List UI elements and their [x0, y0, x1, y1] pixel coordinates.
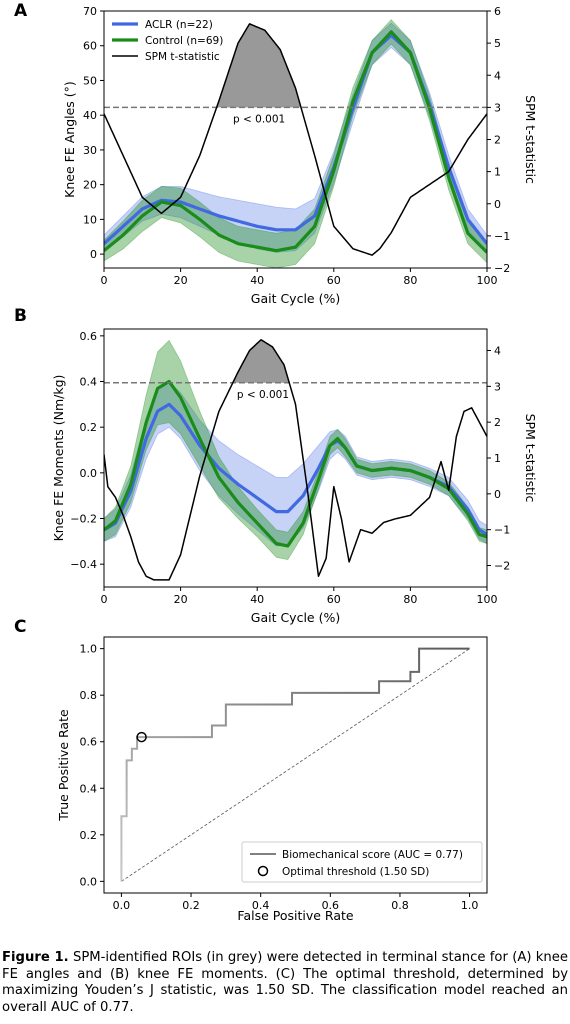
x-tick-label: 40: [250, 274, 264, 287]
y-tick-label: 10: [83, 213, 97, 226]
y-tick-label: 1.0: [80, 643, 98, 656]
spm-roi-area: [216, 23, 301, 108]
x-tick-label: 80: [403, 593, 417, 606]
x-axis-label: Gait Cycle (%): [251, 291, 340, 306]
legend-label: Biomechanical score (AUC = 0.77): [282, 849, 463, 861]
y-tick-label: 0.0: [80, 467, 98, 480]
legend-label: Optimal threshold (1.50 SD): [282, 866, 429, 878]
y-tick-label: 0.2: [80, 421, 98, 434]
x-tick-label: 0.6: [322, 899, 340, 912]
spm-t-line: [104, 339, 487, 581]
y-tick-label: 0.2: [80, 829, 98, 842]
panel-C: 0.0 0.2 0.4 0.6 0.8 1.0 0.0 0.2 0.4 0.6 0.8 1.0 Fals…: [14, 617, 488, 923]
x-tick-label: 0.0: [113, 899, 131, 912]
y-tick-label: 0.6: [80, 736, 98, 749]
y-right-tick-label: 4: [494, 345, 501, 358]
x-tick-label: 60: [327, 593, 341, 606]
panel-letter-A: A: [14, 1, 28, 21]
y-tick-label: 0: [90, 248, 97, 261]
legend-label: Control (n=69): [145, 35, 223, 47]
y-axis-label: Knee FE Angles (°): [62, 81, 77, 198]
plot-area-B: [104, 339, 487, 581]
y-right-tick-label: 2: [494, 416, 501, 429]
legend: ACLR (n=22) Control (n=69) SPM t-statistic: [112, 19, 223, 63]
axes-frame: [103, 636, 488, 894]
y-right-tick-label: −2: [494, 560, 510, 573]
x-tick-label: 80: [403, 274, 417, 287]
y-tick-label: 0.4: [80, 376, 98, 389]
x-tick-label: 0: [101, 274, 108, 287]
legend-label: SPM t-statistic: [145, 51, 220, 63]
spm-roi-area: [233, 339, 289, 383]
optimal-threshold-marker: [136, 731, 147, 743]
p-value-annotation: p < 0.001: [237, 389, 289, 401]
x-tick-label: 0.4: [252, 899, 270, 912]
roc-curve: [120, 647, 470, 882]
spm-t-line: [104, 23, 487, 256]
y-right-tick-label: 3: [494, 380, 501, 393]
y-tick-label: 0.8: [80, 689, 98, 702]
y-tick-label: 70: [83, 5, 97, 18]
y-tick-label: 0.0: [80, 875, 98, 888]
legend-label: ACLR (n=22): [145, 19, 213, 31]
legend: Biomechanical score (AUC = 0.77) Optimal …: [241, 841, 483, 883]
y-tick-label: 30: [83, 144, 97, 157]
figure-caption: Figure 1. SPM-identified ROIs (in grey) …: [2, 950, 568, 1016]
caption-text: SPM-identified ROIs (in grey) were detec…: [2, 950, 568, 1015]
x-tick-label: 100: [477, 593, 498, 606]
y-right-tick-label: 0: [494, 488, 501, 501]
y-tick-label: −0.2: [70, 513, 97, 526]
y-right-tick-label: −1: [494, 230, 510, 243]
legend-swatch: [257, 865, 269, 877]
y-axis-label: Knee FE Moments (Nm/kg): [51, 375, 66, 542]
y-tick-label: −0.4: [70, 558, 97, 571]
sd-band-control: [104, 19, 487, 268]
y-right-tick-label: 4: [494, 69, 501, 82]
y-tick-label: 0.4: [80, 782, 98, 795]
y-right-axis-label: SPM t-statistic: [523, 95, 538, 184]
legend-box: [241, 841, 483, 883]
x-tick-label: 1.0: [461, 899, 479, 912]
x-tick-label: 0.8: [391, 899, 409, 912]
y-right-tick-label: 3: [494, 101, 501, 114]
panel-letter-B: B: [14, 306, 27, 326]
p-value-annotation: p < 0.001: [233, 113, 285, 125]
y-right-tick-label: −1: [494, 524, 510, 537]
y-right-tick-label: 2: [494, 134, 501, 147]
y-tick-label: 20: [83, 179, 97, 192]
y-tick-label: 50: [83, 74, 97, 87]
x-tick-label: 0: [101, 593, 108, 606]
x-tick-label: 20: [174, 593, 188, 606]
x-tick-label: 20: [174, 274, 188, 287]
panel-letter-C: C: [14, 617, 26, 637]
y-right-tick-label: −2: [494, 262, 510, 275]
caption-label: Figure 1.: [2, 950, 69, 965]
sd-band-aclr: [104, 381, 487, 547]
mean-line-control: [104, 30, 487, 254]
y-tick-label: 40: [83, 109, 97, 122]
x-axis-label: Gait Cycle (%): [251, 610, 340, 625]
y-tick-label: 60: [83, 40, 97, 53]
y-right-tick-label: 6: [494, 5, 501, 18]
y-tick-label: 0.6: [80, 330, 98, 343]
y-right-tick-label: 1: [494, 166, 501, 179]
x-axis-label: False Positive Rate: [237, 908, 353, 923]
x-tick-label: 60: [327, 274, 341, 287]
plot-area-A: [104, 19, 487, 268]
y-right-tick-label: 0: [494, 198, 501, 211]
y-right-tick-label: 1: [494, 452, 501, 465]
y-axis-label: True Positive Rate: [56, 709, 71, 822]
y-right-tick-label: 5: [494, 37, 501, 50]
y-right-axis-label: SPM t-statistic: [523, 414, 538, 503]
x-tick-label: 40: [250, 593, 264, 606]
sd-band-control: [104, 339, 487, 561]
x-tick-label: 100: [477, 274, 498, 287]
x-tick-label: 0.2: [182, 899, 200, 912]
